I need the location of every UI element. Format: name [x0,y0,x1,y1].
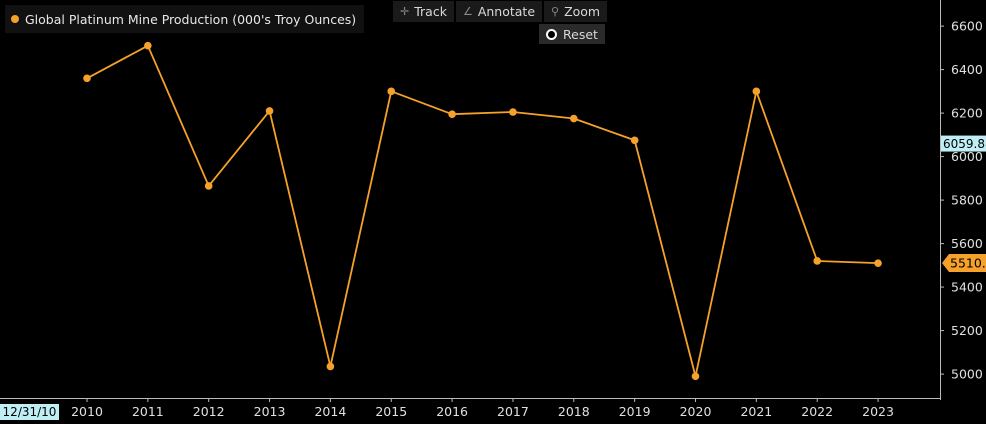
x-tick-label: 2019 [619,404,651,419]
data-point [509,108,517,116]
data-point [570,114,578,123]
data-point [83,74,91,83]
crosshair-value-tag [941,135,986,152]
data-point [326,362,335,371]
y-tick-label: 5600 [951,236,983,251]
x-tick-label: 2012 [193,404,225,419]
x-tick-label: 2017 [497,404,529,419]
x-tick-label: 2018 [558,404,590,419]
x-tick-label: 2013 [254,404,286,419]
y-tick-label: 5800 [951,193,983,208]
legend-swatch [11,15,19,23]
crosshair-icon: ✛ [400,5,410,18]
y-tick-label: 5200 [951,323,983,338]
series-layer [83,41,882,381]
x-tick-label: 2023 [862,404,894,419]
annotate-button[interactable]: ∠ Annotate [455,1,543,22]
data-point [448,110,456,118]
y-tick-label: 6600 [951,19,983,34]
reset-label: Reset [563,26,598,42]
y-tick-label: 6000 [951,149,983,164]
last-value-tag [942,253,986,272]
y-tick-label: 6400 [951,62,983,77]
chart-toolbar: ✛ Track ∠ Annotate ⚲ Zoom [393,1,609,22]
legend-label: Global Platinum Mine Production (000's T… [25,11,357,27]
zoom-button[interactable]: ⚲ Zoom [544,1,608,22]
x-tick-label: 2015 [375,404,407,419]
reset-icon [546,28,557,40]
x-tick-label: 2010 [71,404,103,419]
zoom-label: Zoom [564,4,601,19]
data-point [204,182,213,190]
data-point [144,41,152,50]
legend: Global Platinum Mine Production (000's T… [5,5,365,33]
y-tick-label: 5400 [951,280,983,295]
data-point [813,257,821,265]
data-point [265,107,274,115]
magnifier-icon: ⚲ [551,5,560,18]
data-point [752,87,761,96]
y-tick-label: 6200 [951,106,983,121]
x-tick-label: 2016 [436,404,468,419]
x-tick-label: 2011 [132,404,164,419]
x-tick-label: 2022 [801,404,833,419]
track-label: Track [414,4,447,19]
last-value-label: 5510.8 [950,255,986,270]
crosshair-value-label: 6059.88 [943,137,986,151]
data-point [691,372,700,381]
annotate-label: Annotate [477,4,536,19]
x-tick-label: 2020 [680,404,712,419]
value-tags: 6059.88 5510.8 [941,135,986,272]
track-button[interactable]: ✛ Track [393,1,454,22]
y-tick-label: 5000 [951,367,983,382]
pencil-icon: ∠ [462,5,473,18]
data-point [630,136,639,145]
series-line [86,44,879,378]
x-tick-label: 2021 [740,404,772,419]
data-point [874,259,882,267]
data-point [387,87,396,96]
reset-button[interactable]: Reset [539,24,605,44]
x-tick-label: 2014 [314,404,346,419]
crosshair-date-label: 12/31/10 [0,404,59,420]
